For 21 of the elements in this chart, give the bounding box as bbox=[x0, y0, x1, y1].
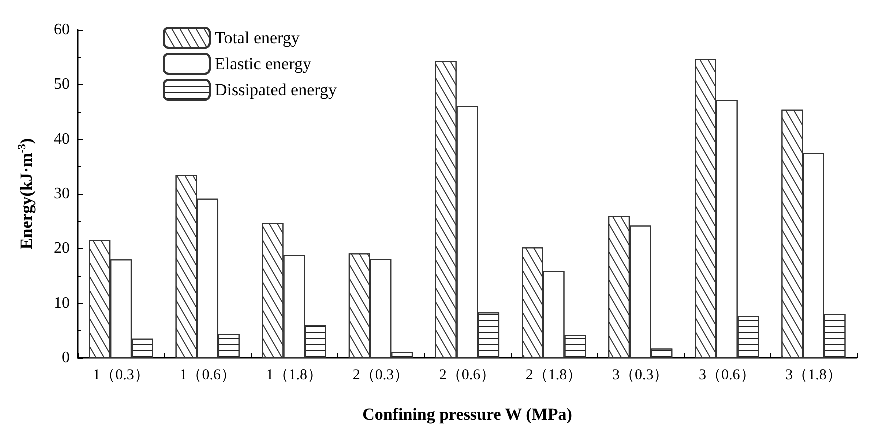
x-tick-label: 2（1.8） bbox=[526, 368, 582, 384]
y-axis-title: Energy(kJ·m-3) bbox=[16, 138, 36, 250]
y-tick-label: 60 bbox=[54, 22, 70, 38]
y-tick-label: 20 bbox=[54, 240, 70, 258]
legend-label: Dissipated energy bbox=[215, 80, 338, 100]
y-tick-label: 50 bbox=[54, 76, 70, 94]
x-tick-label: 3（0.6） bbox=[699, 368, 756, 384]
x-tick-label: 2（0.6） bbox=[439, 368, 496, 384]
x-axis-title: Confining pressure W (MPa) bbox=[362, 405, 572, 424]
x-tick-label: 1（0.3） bbox=[93, 368, 150, 384]
x-tick-label: 2（0.3） bbox=[352, 368, 410, 384]
x-tick-label: 1（0.6） bbox=[180, 368, 236, 384]
legend-label: Elastic energy bbox=[215, 54, 312, 74]
x-tick-label: 1（1.8） bbox=[266, 368, 323, 384]
y-tick-label: 10 bbox=[54, 294, 70, 312]
x-tick-label: 3（0.3） bbox=[612, 368, 669, 384]
legend-label: Total energy bbox=[215, 28, 300, 48]
x-tick-label: 3（1.8） bbox=[786, 368, 842, 384]
y-tick-label: 30 bbox=[54, 186, 70, 202]
y-tick-label: 40 bbox=[54, 130, 70, 148]
y-tick-label: 0 bbox=[62, 350, 70, 366]
